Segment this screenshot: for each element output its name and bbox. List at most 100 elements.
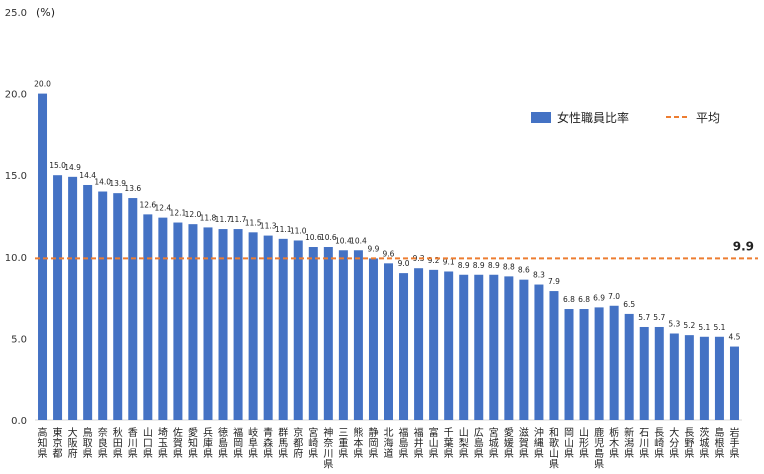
bars-group — [38, 93, 739, 420]
category-label: 千葉県 — [444, 427, 454, 460]
bar — [519, 279, 529, 420]
bar — [654, 326, 664, 420]
bar-value-label: 12.0 — [185, 210, 202, 219]
bar-value-label: 5.3 — [668, 320, 680, 329]
bar-value-label: 11.1 — [275, 225, 292, 234]
y-unit-label: (%) — [36, 6, 55, 19]
bar-value-label: 20.0 — [34, 80, 51, 89]
bar — [188, 224, 198, 420]
bar — [579, 309, 589, 420]
bar — [729, 346, 739, 420]
category-label: 大分県 — [669, 426, 679, 460]
category-label: 栃木県 — [609, 426, 619, 460]
category-label: 石川県 — [639, 428, 649, 460]
bar — [549, 291, 559, 420]
category-label: 宮崎県 — [308, 426, 318, 460]
bar — [113, 193, 123, 420]
bar-value-label: 8.3 — [533, 271, 545, 280]
category-label: 兵庫県 — [203, 426, 213, 460]
bar — [353, 250, 363, 420]
bar — [699, 336, 709, 420]
bar — [474, 274, 484, 420]
bar — [624, 313, 634, 420]
bar-value-label: 14.4 — [79, 171, 96, 180]
category-label: 山形県 — [579, 427, 589, 460]
bar — [218, 229, 228, 420]
category-label: 静岡県 — [368, 426, 378, 460]
bar — [714, 336, 724, 420]
y-tick-label: 5.0 — [11, 334, 27, 345]
bar-value-label: 14.9 — [64, 163, 81, 172]
bar — [669, 333, 679, 420]
bar — [53, 175, 63, 420]
category-labels-group: 高知県東京都大阪府鳥取県奈良県秋田県香川県山口県埼玉県佐賀県愛知県兵庫県徳島県福… — [38, 426, 740, 471]
legend: 女性職員比率 平均 — [531, 110, 720, 125]
category-label: 滋賀県 — [519, 426, 529, 460]
bar — [534, 284, 544, 420]
category-label: 広島県 — [474, 426, 484, 460]
legend-label-average: 平均 — [696, 111, 720, 125]
y-tick-label: 25.0 — [5, 8, 27, 19]
bar-value-label: 6.9 — [593, 293, 605, 302]
bar-value-label: 9.6 — [383, 249, 395, 258]
category-label: 岐阜県 — [248, 426, 258, 460]
bar-value-label: 11.0 — [290, 226, 307, 235]
bar-value-label: 5.7 — [638, 313, 650, 322]
bar — [504, 276, 514, 420]
bar-value-label: 8.9 — [458, 261, 470, 270]
bar — [564, 309, 574, 420]
category-label: 富山県 — [429, 426, 439, 460]
bar — [459, 274, 469, 420]
bar — [444, 271, 454, 420]
bar — [203, 227, 213, 420]
bar — [368, 258, 378, 420]
bar-value-label: 10.4 — [335, 236, 352, 245]
bar — [98, 191, 108, 420]
bar — [248, 232, 258, 420]
bar-value-label: 11.7 — [215, 215, 232, 224]
bar-value-label: 8.9 — [473, 261, 485, 270]
category-label: 群馬県 — [278, 426, 288, 460]
bar — [429, 269, 439, 420]
bar — [173, 222, 183, 420]
bar — [399, 273, 409, 420]
bar-value-label: 14.0 — [94, 178, 111, 187]
category-label: 福岡県 — [233, 426, 243, 460]
bar — [609, 305, 619, 420]
bar — [489, 274, 499, 420]
bar — [68, 176, 78, 420]
bar-value-label: 12.1 — [170, 209, 187, 218]
bar — [384, 263, 393, 420]
bar-value-label: 13.6 — [124, 184, 141, 193]
bar — [158, 217, 168, 420]
value-labels-group: 20.0 15.014.914.414.013.913.6 12.612.412.1… — [34, 80, 740, 342]
bar-value-label: 5.7 — [653, 313, 665, 322]
category-label: 奈良県 — [98, 426, 108, 460]
bar-value-label: 9.2 — [428, 256, 440, 265]
category-label: 愛媛県 — [504, 426, 514, 460]
category-label: 福島県 — [399, 426, 409, 460]
legend-label-series: 女性職員比率 — [557, 110, 629, 125]
category-label: 山梨県 — [459, 427, 469, 460]
category-label: 新潟県 — [624, 426, 634, 460]
category-label: 島根県 — [714, 426, 724, 460]
category-label: 三重県 — [338, 428, 348, 460]
bar-value-label: 10.6 — [305, 233, 322, 242]
bar — [293, 240, 303, 420]
category-label: 大阪府 — [68, 426, 78, 460]
category-label: 愛知県 — [188, 426, 198, 460]
bar-value-label: 9.1 — [443, 257, 455, 266]
bar — [128, 198, 138, 420]
bar — [414, 268, 424, 420]
category-label: 長崎県 — [654, 427, 664, 460]
bar — [594, 307, 604, 420]
legend-swatch-series — [531, 112, 551, 123]
bar-value-label: 11.5 — [245, 218, 262, 227]
category-label: 福井県 — [414, 426, 424, 460]
bar-value-label: 5.1 — [698, 323, 710, 332]
category-label: 茨城県 — [699, 426, 709, 460]
y-tick-label: 15.0 — [5, 171, 27, 182]
category-label: 熊本県 — [353, 426, 363, 460]
bar — [38, 93, 48, 420]
